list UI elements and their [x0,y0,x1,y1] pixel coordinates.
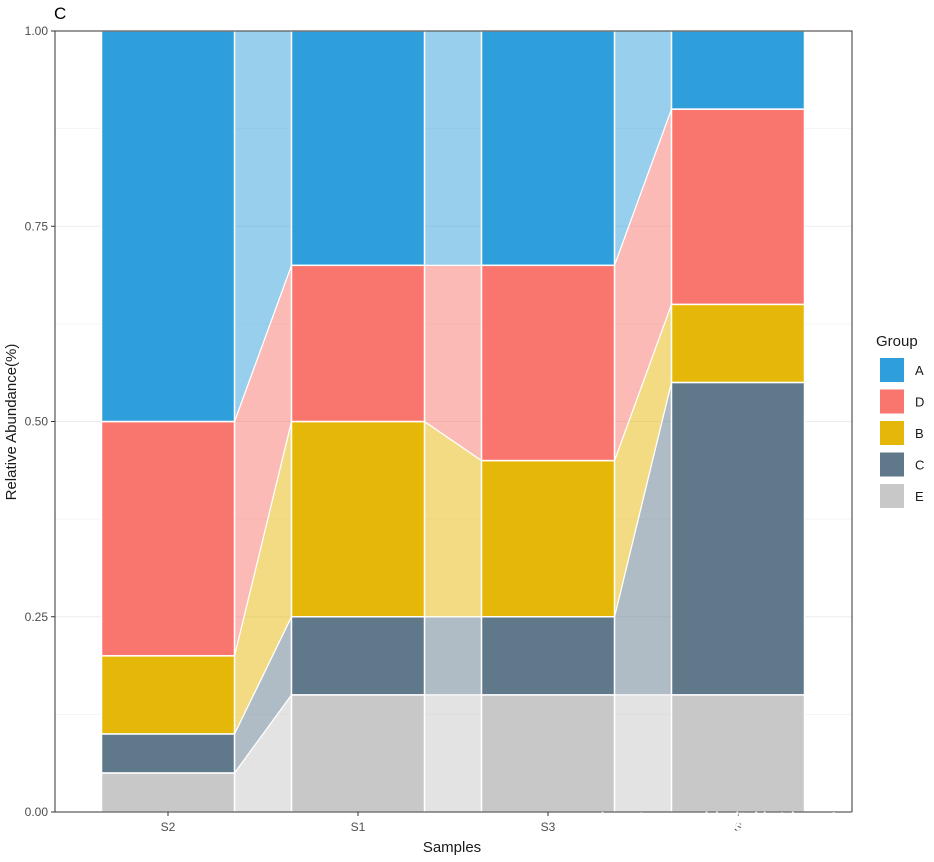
legend-label-A: A [915,363,924,378]
y-tick-label: 0.00 [25,805,49,819]
x-tick-label: S [734,820,742,834]
bar-segment-E [100,772,236,813]
bar-segment-A [480,30,616,267]
legend-key-A [880,358,904,382]
bar-segment-D [670,108,806,306]
bar-segment-C [480,616,616,696]
flow-E [423,694,483,813]
bar-segment-A [290,30,426,267]
legend-title: Group [876,333,918,350]
legend: Group A D B C E [876,333,924,508]
bar-segment-A [100,30,236,423]
y-axis-title: Relative Abundance(%) [3,344,20,501]
bar-segment-B [480,459,616,618]
y-tick-label: 1.00 [25,24,49,38]
legend-label-B: B [915,426,924,441]
y-tick-label: 0.75 [25,219,49,233]
flow-A [423,30,483,266]
x-tick-label: S3 [541,820,556,834]
legend-key-E [880,484,904,508]
x-tick-label: S2 [161,820,176,834]
x-tick-label: S1 [351,820,366,834]
flow-E [613,694,673,813]
bar-segment-C [670,381,806,696]
watermark: 知乎 @不掉发的科研小生 [598,810,870,838]
bar-segment-E [670,694,806,813]
bar-segment-E [290,694,426,813]
y-tick-label: 0.50 [25,415,49,429]
alluvial-flows [233,30,673,813]
bar-segment-A [670,30,806,110]
bar-segment-B [290,420,426,618]
legend-key-B [880,421,904,445]
flow-C [423,616,483,696]
bar-segment-C [100,733,236,774]
bar-segment-D [480,264,616,462]
legend-label-C: C [915,458,924,473]
panel-tag: C [54,4,66,23]
x-axis: S2 S1 S3 S [161,812,742,834]
bar-segment-B [100,655,236,735]
bar-segment-B [670,303,806,384]
bar-segment-E [480,694,616,813]
legend-label-D: D [915,395,924,410]
y-tick-label: 0.25 [25,610,49,624]
legend-key-D [880,389,904,414]
y-axis: 0.00 0.25 0.50 0.75 1.00 [25,24,55,819]
bar-segments [100,30,806,813]
legend-label-E: E [915,489,924,504]
legend-key-C [880,452,904,477]
bar-segment-C [290,616,426,696]
bar-segment-D [290,264,426,423]
x-axis-title: Samples [423,839,481,856]
bar-segment-D [100,420,236,657]
